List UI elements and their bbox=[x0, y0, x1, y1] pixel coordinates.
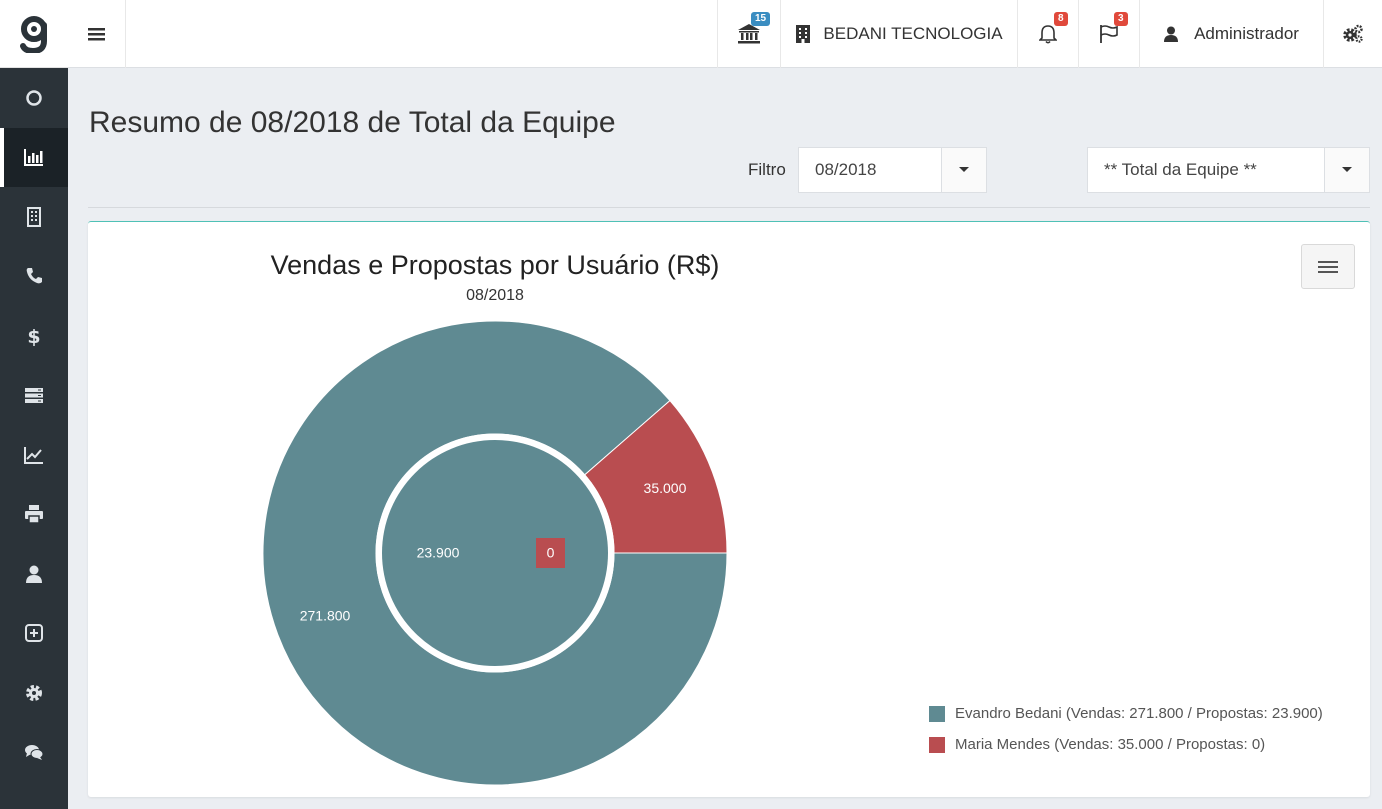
sidebar-item-print[interactable] bbox=[0, 485, 68, 545]
inner-slice[interactable] bbox=[382, 440, 608, 666]
flag-icon bbox=[1100, 25, 1118, 43]
phone-icon bbox=[26, 268, 42, 284]
inner-slice-label: 0 bbox=[547, 545, 555, 561]
chart-card: 271.800 35.000 23.900 0 Vendas e Propostas … bbox=[88, 221, 1370, 797]
legend-swatch bbox=[929, 705, 945, 722]
building-icon bbox=[796, 25, 811, 43]
sidebar: $ bbox=[0, 0, 68, 809]
sidebar-item-chat[interactable] bbox=[0, 723, 68, 783]
team-select[interactable]: ** Total da Equipe ** bbox=[1087, 147, 1370, 193]
cogs-icon bbox=[1343, 24, 1363, 43]
outer-slice-label: 271.800 bbox=[300, 607, 351, 623]
sidebar-item-analytics[interactable] bbox=[0, 425, 68, 485]
hamburger-icon bbox=[87, 28, 105, 41]
sidebar-item-companies[interactable] bbox=[0, 187, 68, 247]
gear-icon bbox=[26, 684, 42, 701]
outer-slice-label: 35.000 bbox=[644, 480, 687, 496]
flags-button[interactable]: 3 bbox=[1078, 0, 1139, 68]
building-icon bbox=[27, 206, 41, 227]
flags-badge: 3 bbox=[1114, 12, 1128, 26]
print-icon bbox=[25, 505, 43, 524]
dollar-icon: $ bbox=[27, 326, 40, 346]
divider bbox=[88, 207, 1370, 208]
inner-slice-label: 23.900 bbox=[417, 545, 460, 561]
bell-icon bbox=[1039, 25, 1057, 44]
bank-button[interactable]: 15 bbox=[717, 0, 780, 68]
bank-badge: 15 bbox=[751, 12, 771, 26]
plus-square-icon bbox=[25, 624, 43, 643]
user-menu[interactable]: Administrador bbox=[1139, 0, 1323, 68]
logo-icon bbox=[20, 15, 47, 53]
sidebar-item-servers[interactable] bbox=[0, 366, 68, 426]
user-name: Administrador bbox=[1194, 24, 1299, 43]
company-selector[interactable]: BEDANI TECNOLOGIA bbox=[780, 0, 1017, 68]
system-settings-button[interactable] bbox=[1323, 0, 1382, 68]
top-bar: 15 BEDANI TECNOLOGIA 8 3 Administrador bbox=[68, 0, 1382, 68]
chart-menu-button[interactable] bbox=[1301, 244, 1355, 289]
menu-toggle-button[interactable] bbox=[68, 0, 126, 68]
circle-icon bbox=[26, 90, 42, 106]
svg-text:$: $ bbox=[27, 326, 40, 346]
chevron-down-icon[interactable] bbox=[1324, 148, 1369, 192]
page-title: Resumo de 08/2018 de Total da Equipe bbox=[89, 106, 616, 139]
app-logo[interactable] bbox=[0, 0, 68, 68]
zero-value-marker bbox=[536, 538, 565, 568]
bank-icon bbox=[738, 24, 760, 44]
period-select[interactable]: 08/2018 bbox=[798, 147, 987, 193]
sidebar-item-settings[interactable] bbox=[0, 663, 68, 723]
hamburger-icon bbox=[1318, 260, 1338, 273]
legend-item[interactable]: Evandro Bedani (Vendas: 271.800 / Propos… bbox=[929, 698, 1323, 729]
sidebar-item-reports[interactable] bbox=[0, 127, 68, 187]
user-icon bbox=[26, 565, 42, 583]
donut-chart: 271.800 35.000 23.900 0 bbox=[262, 320, 728, 786]
sidebar-nav: $ bbox=[0, 68, 68, 782]
legend-label: Maria Mendes (Vendas: 35.000 / Propostas… bbox=[955, 736, 1266, 753]
chart-legend: Evandro Bedani (Vendas: 271.800 / Propos… bbox=[929, 698, 1323, 760]
company-name: BEDANI TECNOLOGIA bbox=[823, 24, 1003, 43]
sidebar-item-dashboard[interactable] bbox=[0, 68, 68, 128]
sidebar-item-add[interactable] bbox=[0, 604, 68, 664]
bar-chart-icon bbox=[24, 149, 43, 167]
period-select-value: 08/2018 bbox=[815, 160, 877, 179]
notifications-button[interactable]: 8 bbox=[1017, 0, 1078, 68]
notifications-badge: 8 bbox=[1054, 12, 1068, 26]
chart-title: Vendas e Propostas por Usuário (R$) bbox=[270, 250, 720, 280]
chart-subtitle: 08/2018 bbox=[466, 287, 524, 304]
sidebar-item-users[interactable] bbox=[0, 544, 68, 604]
team-select-value: ** Total da Equipe ** bbox=[1104, 160, 1257, 179]
legend-item[interactable]: Maria Mendes (Vendas: 35.000 / Propostas… bbox=[929, 729, 1323, 760]
legend-swatch bbox=[929, 736, 945, 753]
ring-separator bbox=[375, 433, 615, 673]
sidebar-item-calls[interactable] bbox=[0, 247, 68, 307]
sidebar-item-finance[interactable]: $ bbox=[0, 306, 68, 366]
legend-label: Evandro Bedani (Vendas: 271.800 / Propos… bbox=[955, 705, 1323, 722]
chevron-down-icon[interactable] bbox=[941, 148, 986, 192]
user-icon bbox=[1164, 26, 1179, 42]
server-icon bbox=[25, 388, 43, 404]
comments-icon bbox=[25, 745, 44, 761]
filter-label: Filtro bbox=[748, 160, 786, 179]
line-chart-icon bbox=[24, 446, 43, 464]
